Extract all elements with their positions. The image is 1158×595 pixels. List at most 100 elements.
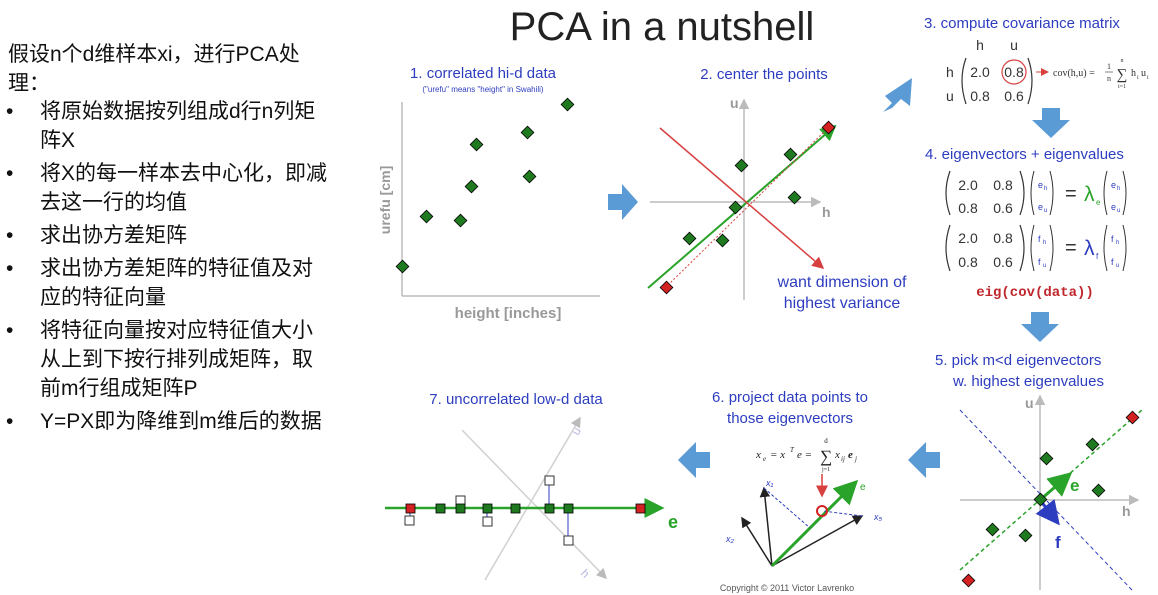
step1-ylabel: urefu [cm] <box>380 166 393 234</box>
intro-text: 假设n个d维样本xi，进行PCA处理： <box>8 43 300 95</box>
copyright: Copyright © 2011 Victor Lavrenko <box>720 583 854 593</box>
step6-title-line2: those eigenvectors <box>727 410 853 427</box>
lambda-e: λ <box>1084 183 1095 206</box>
step-text: 求出协方差矩阵的特征值及对应的特征向量 <box>40 257 313 309</box>
step7-title: 7. uncorrelated low-d data <box>429 391 603 408</box>
eigenvector-e <box>1039 472 1073 502</box>
step2-annotation-line2: highest variance <box>784 295 901 312</box>
data-point <box>469 137 484 152</box>
projected-point <box>482 503 493 514</box>
cov-term2: u <box>1141 68 1146 79</box>
proj-sup: T <box>790 446 795 454</box>
data-point <box>395 259 410 274</box>
left-panel: 假设n个d维样本xi，进行PCA处理： • 将原始数据按列组成d行n列矩阵X • 将… <box>0 0 380 595</box>
proj-mid: = x <box>770 449 785 461</box>
step5-title-line2: w. highest eigenvalues <box>952 373 1104 390</box>
proj-sum-bottom: j=1 <box>821 467 830 473</box>
step-item: • 将X的每一样本去中心化，即减去这一行的均值 <box>0 159 330 217</box>
slide-title: PCA in a nutshell <box>510 5 815 49</box>
step3-title: 3. compute covariance matrix <box>924 15 1120 32</box>
label-x5: x₅ <box>873 512 883 522</box>
label-x1: x₁ <box>765 478 774 488</box>
step5-vec-e: e <box>1070 476 1079 495</box>
flow-arrow-down <box>1021 312 1059 342</box>
step5-panel: 5. pick m<d eigenvectors w. highest eige… <box>935 352 1143 591</box>
step-item: • 将原始数据按列组成d行n列矩阵X <box>0 97 330 155</box>
pca-slide: PCA in a nutshell 1. correlated hi-d dat… <box>380 0 1158 595</box>
lambda-e-sub: e <box>1096 198 1101 207</box>
original-point <box>563 535 574 546</box>
matrix-cell: 0.8 <box>958 254 978 270</box>
cov-term-sub: i <box>1137 75 1139 81</box>
proj-sum-top: d <box>824 437 828 445</box>
step5-title-line1: 5. pick m<d eigenvectors <box>935 352 1101 369</box>
projection-dash <box>822 510 863 517</box>
step-text: Y=PX即为降维到m维后的数据 <box>40 410 322 433</box>
bullet: • <box>6 224 14 247</box>
data-point <box>985 522 1000 537</box>
flow-arrow-right <box>608 184 638 220</box>
projected-point <box>435 503 446 514</box>
flow-arrow-down <box>1032 108 1070 138</box>
vector-bracket-left <box>1103 224 1108 272</box>
step4-title: 4. eigenvectors + eigenvalues <box>925 146 1124 163</box>
sum-icon: ∑ <box>1117 67 1128 83</box>
vector-bracket-right <box>1049 224 1054 272</box>
rotated-u-axis <box>484 416 581 581</box>
data-point <box>1018 528 1033 543</box>
step-item: • 将特征向量按对应特征值大小从上到下按行排列成矩阵，取前m行组成矩阵P <box>0 316 330 403</box>
step2-axis-h: h <box>822 204 831 220</box>
cov-term2-sub: i <box>1147 75 1149 81</box>
step7-vec-e: e <box>668 512 678 532</box>
equals-sign: = <box>1065 237 1077 259</box>
step7-label-u: u <box>568 425 583 438</box>
step1-panel: 1. correlated hi-d data ("urefu" means "… <box>380 65 600 322</box>
step3-row-h: h <box>946 64 954 80</box>
matrix-cell: 0.8 <box>958 200 978 216</box>
eigvec-f-top: f <box>1038 234 1041 244</box>
step2-axis-u: u <box>730 95 739 111</box>
e-vector <box>770 479 859 568</box>
step-item: • 求出协方差矩阵 <box>0 221 330 250</box>
vector-bracket-right <box>1122 170 1127 216</box>
data-point <box>453 213 468 228</box>
original-point <box>544 475 555 486</box>
matrix-bracket-right <box>1019 170 1025 216</box>
vector-bracket-left <box>1030 224 1035 272</box>
eigvec-e-top: e <box>1038 180 1043 190</box>
label-e: e <box>860 482 866 493</box>
original-point <box>404 515 415 526</box>
projected-point-red <box>635 503 646 514</box>
bullet: • <box>6 100 14 123</box>
matrix-bracket-left <box>945 170 951 216</box>
data-point <box>1091 483 1106 498</box>
x5-vector <box>771 515 864 567</box>
proj-term: x <box>834 449 840 461</box>
original-point <box>482 516 493 527</box>
proj-lhs: x <box>755 449 761 461</box>
step3-row-u: u <box>946 88 954 104</box>
step3-col-h: h <box>976 37 984 53</box>
eig-code: eig(cov(data)) <box>976 285 1094 301</box>
matrix-bracket-left <box>945 224 951 272</box>
eigvec-e-bot: e <box>1038 202 1043 212</box>
data-point <box>728 200 743 215</box>
cov-frac-den: n <box>1107 74 1111 83</box>
step1-title: 1. correlated hi-d data <box>410 65 557 82</box>
matrix-bracket-right <box>1027 57 1033 105</box>
bullet: • <box>6 162 14 185</box>
data-point <box>787 190 802 205</box>
flow-arrow-up-right <box>883 78 912 112</box>
step7-label-h: h <box>578 566 593 581</box>
data-point-red <box>821 120 836 135</box>
vector-bracket-right <box>1049 170 1054 216</box>
projection-dash <box>763 487 811 529</box>
eigvec-f-top-sub: h <box>1043 240 1046 246</box>
eigvec-f-bot-sub: u <box>1043 263 1046 269</box>
sum-icon: ∑ <box>820 447 832 466</box>
matrix-cell: 0.8 <box>993 230 1013 246</box>
step2-title: 2. center the points <box>700 66 828 83</box>
data-point <box>419 209 434 224</box>
data-point <box>734 158 749 173</box>
data-point-red <box>1125 410 1140 425</box>
